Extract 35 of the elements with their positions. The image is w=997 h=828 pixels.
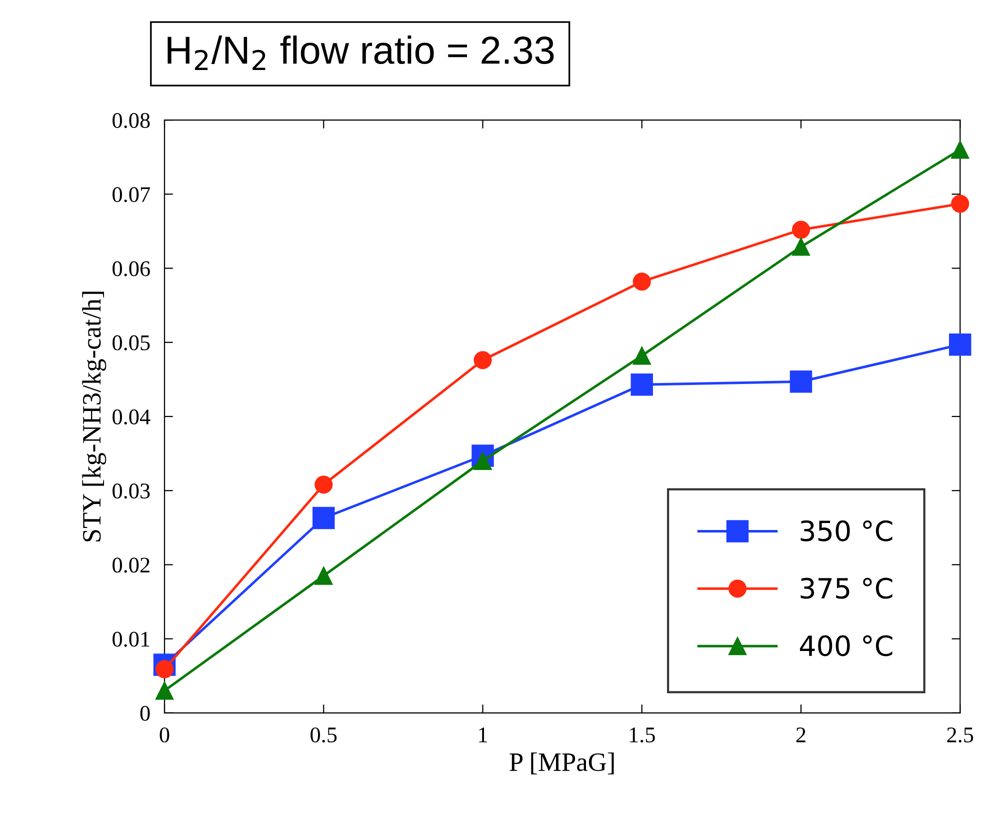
point [314, 476, 333, 494]
point [951, 194, 970, 213]
y-tick-label: 0.02 [112, 558, 150, 573]
y-tick-label: 0.03 [112, 484, 150, 499]
point [949, 333, 972, 356]
point [951, 140, 970, 159]
chart-title: H$_{2}$/N$_{2}$ flow ratio = 2.33 [168, 35, 554, 70]
x-axis-title: P [MPaG] [510, 752, 614, 774]
y-tick-label: 0.08 [112, 112, 150, 128]
legend-label: 375 °C [800, 578, 892, 599]
point [792, 220, 810, 239]
point [632, 272, 651, 291]
point [632, 346, 651, 365]
point [792, 238, 810, 256]
x-tick-label: 2.5 [947, 728, 974, 743]
point [314, 566, 333, 585]
y-axis-title: STY [kg-NH3/kg-cat/h] [82, 292, 106, 542]
y-tick-label: 0.07 [112, 187, 150, 202]
point [155, 682, 174, 700]
point [630, 374, 653, 396]
y-tick-label: 0.05 [112, 335, 150, 350]
y-tick-label: 0 [140, 706, 150, 721]
y-tick-label: 0.06 [112, 261, 150, 276]
x-tick-label: 1.5 [630, 728, 655, 743]
x-tick-label: 1 [479, 728, 487, 742]
y-tick-label: 0.04 [112, 409, 150, 425]
x-tick-label: 2 [796, 728, 806, 742]
y-tick-label: 0.01 [112, 632, 150, 647]
legend-label: 350 °C [800, 520, 892, 542]
x-tick-label: 0 [160, 727, 170, 742]
x-tick-label: 0.5 [310, 727, 337, 743]
point [312, 506, 335, 530]
legend-label: 400 °C [800, 635, 892, 656]
point [790, 370, 812, 393]
point [474, 351, 492, 370]
